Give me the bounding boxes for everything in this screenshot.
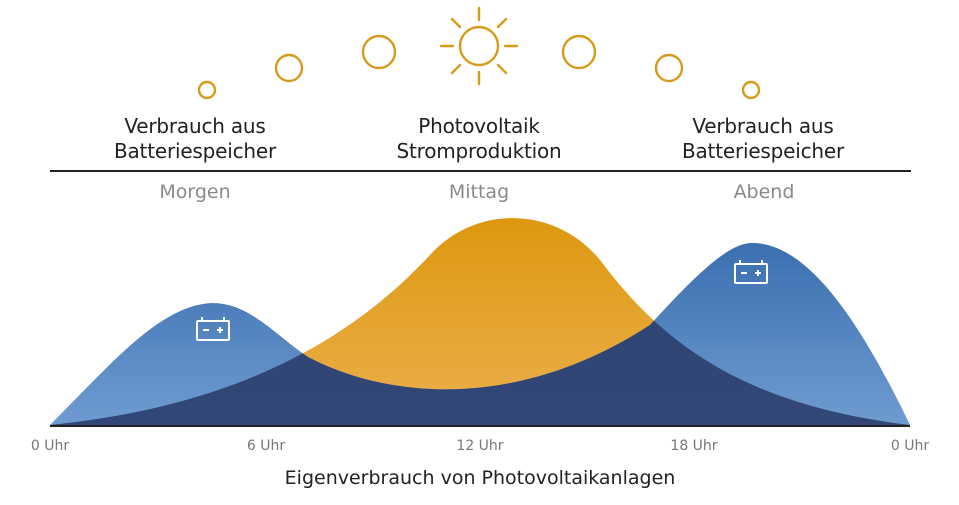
heading-line: Batteriespeicher	[681, 139, 845, 163]
x-tick-label: 0 Uhr	[30, 438, 70, 454]
sun-position-icon	[654, 53, 684, 83]
diagram-caption: Eigenverbrauch von Photovoltaikanlagen	[284, 467, 676, 489]
sun-position-icon	[361, 34, 397, 70]
sun-path	[197, 34, 761, 100]
x-tick-label: 12 Uhr	[456, 438, 504, 454]
heading-pv-production: Photovoltaik Stromproduktion	[369, 114, 589, 164]
heading-divider	[50, 170, 911, 172]
sun-position-icon	[561, 34, 597, 70]
heading-evening-battery: Verbrauch aus Batteriespeicher	[653, 114, 873, 164]
heading-line: Photovoltaik	[418, 114, 540, 138]
sun-position-icon	[741, 80, 761, 100]
heading-line: Verbrauch aus	[124, 114, 266, 138]
sun-position-icon	[197, 80, 217, 100]
x-tick-label: 0 Uhr	[890, 438, 930, 454]
period-noon: Mittag	[448, 181, 510, 203]
sun-position-icon	[274, 53, 304, 83]
sun-icon	[439, 6, 519, 86]
x-tick-label: 18 Uhr	[670, 438, 718, 454]
heading-line: Batteriespeicher	[113, 139, 277, 163]
period-morning: Morgen	[159, 181, 231, 203]
heading-line: Stromproduktion	[396, 139, 562, 163]
heading-line: Verbrauch aus	[692, 114, 834, 138]
period-evening: Abend	[733, 181, 795, 203]
battery-icon	[196, 317, 230, 341]
heading-morning-battery: Verbrauch aus Batteriespeicher	[85, 114, 305, 164]
x-tick-label: 6 Uhr	[246, 438, 286, 454]
battery-icon	[734, 260, 768, 284]
